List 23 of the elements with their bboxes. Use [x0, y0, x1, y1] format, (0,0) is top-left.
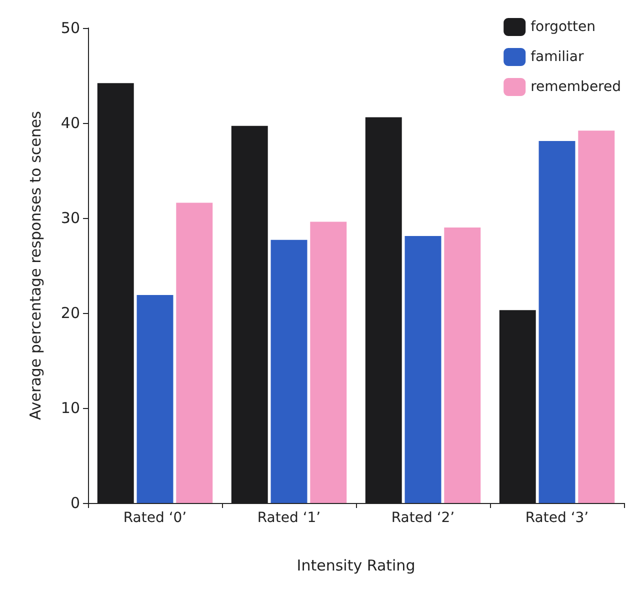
- bar: [176, 202, 213, 503]
- legend-label: forgotten: [530, 19, 596, 35]
- bar: [270, 240, 308, 503]
- bar: [578, 130, 615, 503]
- x-tick-label: Rated ‘1’: [257, 510, 321, 526]
- y-tick-label: 40: [60, 114, 80, 132]
- y-axis-title: Average percentage responses to scenes: [26, 110, 44, 420]
- bar: [310, 222, 347, 503]
- x-axis-title: Intensity Rating: [296, 556, 416, 574]
- x-tick-label: Rated ‘0’: [123, 510, 187, 526]
- y-tick-label: 50: [60, 19, 80, 37]
- legend-label: remembered: [530, 79, 622, 95]
- legend-label: familiar: [530, 49, 584, 65]
- x-tick-label: Rated ‘3’: [525, 510, 589, 526]
- y-tick-label: 20: [60, 304, 80, 322]
- bar: [444, 228, 481, 503]
- x-tick-label: Rated ‘2’: [391, 510, 455, 526]
- bar: [136, 294, 174, 503]
- y-tick-label: 0: [70, 494, 80, 512]
- bar: [404, 236, 442, 503]
- y-tick-label: 30: [60, 209, 80, 227]
- bar: [538, 141, 576, 503]
- y-tick-label: 10: [60, 399, 80, 417]
